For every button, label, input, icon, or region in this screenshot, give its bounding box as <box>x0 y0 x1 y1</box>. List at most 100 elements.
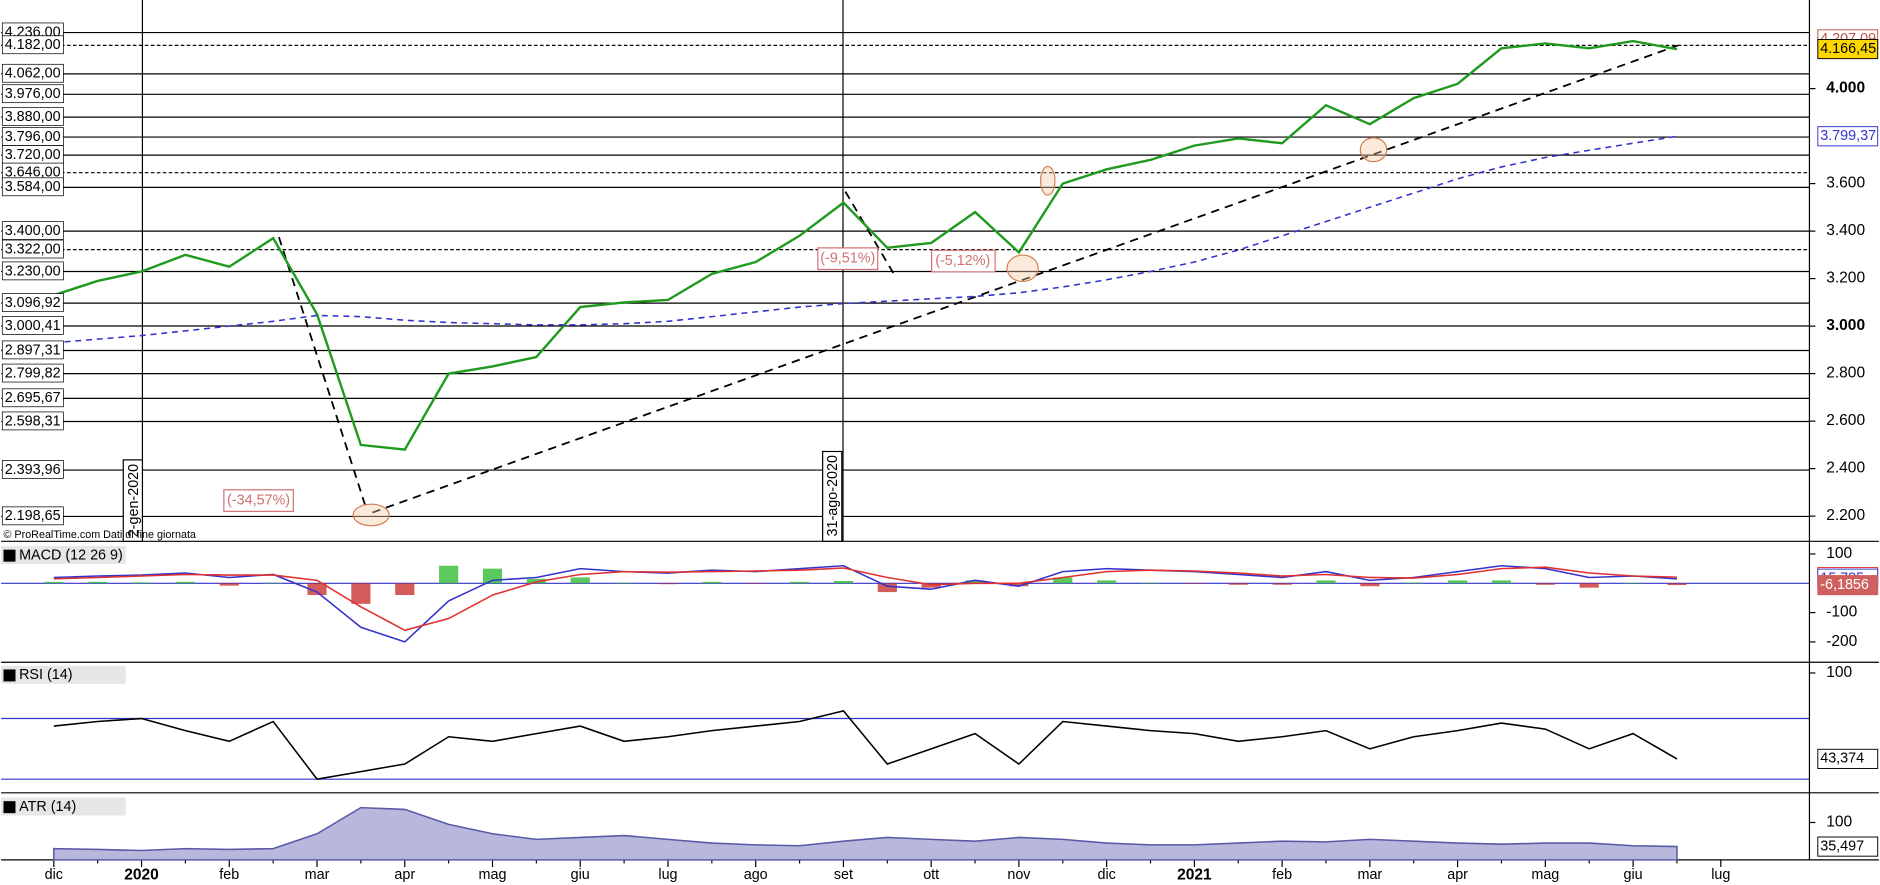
histogram-bar <box>746 583 766 584</box>
annotation-box <box>931 249 996 273</box>
level-label: 2.695,67 <box>5 390 61 406</box>
x-tick-label: mag <box>479 867 507 883</box>
histogram-bar <box>131 582 152 584</box>
highlight <box>1006 254 1039 283</box>
y-tick-label: 4.000 <box>1826 80 1865 97</box>
highlight <box>352 503 390 527</box>
panel-title-swatch <box>3 669 16 682</box>
histogram-bar <box>1009 583 1029 587</box>
y-tick-label: 3.200 <box>1826 270 1865 287</box>
panel-title-box <box>1 665 126 684</box>
histogram-bar <box>1535 583 1555 585</box>
trend-line <box>372 44 1679 514</box>
annotation: (-9,51%) <box>820 250 875 266</box>
level-label: 2.598,31 <box>5 413 61 429</box>
last-value-label: 3.799,37 <box>1820 128 1876 144</box>
histogram-bar <box>614 583 634 584</box>
last-value-box <box>1817 836 1879 857</box>
y-tick-label: 3.600 <box>1826 175 1865 192</box>
annotation: (-5,12%) <box>935 253 990 269</box>
histogram-bar <box>439 565 459 584</box>
level-label-box <box>1 63 64 83</box>
level-label-box <box>1 177 64 197</box>
histogram-bar <box>1579 583 1599 588</box>
histogram-bar <box>1623 583 1643 584</box>
x-tick-label: mag <box>1531 867 1559 883</box>
level-label-box <box>1 239 64 259</box>
highlight <box>1039 165 1056 196</box>
x-tick-label: giu <box>1623 867 1642 883</box>
histogram-bar <box>570 577 590 584</box>
histogram-bar <box>702 581 722 584</box>
x-tick-label: ago <box>744 867 768 883</box>
y-tick-label: 2.800 <box>1826 365 1865 382</box>
x-tick-label: 2020 <box>124 867 159 884</box>
y-tick-label: -200 <box>1826 633 1857 650</box>
y-tick-label: 100 <box>1826 545 1852 562</box>
x-tick-label: 2021 <box>1177 867 1212 884</box>
panel-title: ATR (14) <box>19 799 76 815</box>
level-label: 2.393,96 <box>5 462 61 478</box>
histogram-bar <box>1316 580 1336 584</box>
histogram-bar <box>44 581 64 584</box>
histogram-bar <box>1053 577 1073 584</box>
y-tick-label: 3.000 <box>1826 317 1865 334</box>
level-label: 3.880,00 <box>5 109 61 125</box>
marker-label: 2-gen-2020 <box>126 464 142 537</box>
x-tick-label: apr <box>1447 867 1468 883</box>
series-line <box>53 39 1678 451</box>
y-tick-label: 3.400 <box>1826 222 1865 239</box>
level-label-box <box>1 293 64 312</box>
histogram-bar <box>219 583 239 586</box>
level-label-box <box>1 316 64 335</box>
level-label: 3.720,00 <box>5 147 61 163</box>
y-tick-label: 2.200 <box>1826 507 1865 524</box>
histogram-bar <box>877 583 897 593</box>
last-value-box <box>1817 748 1879 769</box>
x-tick-label: apr <box>394 867 415 883</box>
footer: © ProRealTime.com Dati di fine giornata <box>4 529 196 541</box>
y-tick-label: 100 <box>1826 664 1852 681</box>
level-label-box <box>1 261 64 281</box>
series-line <box>53 566 1678 632</box>
panel-title: RSI (14) <box>19 667 72 683</box>
level-label-box <box>1 35 64 55</box>
level-label-box <box>1 460 64 479</box>
level-label: 4.182,00 <box>5 37 61 53</box>
x-tick-label: nov <box>1007 867 1031 883</box>
histogram-bar <box>833 580 854 584</box>
y-tick-label: -100 <box>1826 604 1857 621</box>
level-label-box <box>1 506 64 526</box>
x-tick-label: mar <box>1357 867 1382 883</box>
level-label-box <box>1 340 64 360</box>
histogram-bar <box>1491 580 1512 584</box>
marker-box <box>122 459 144 542</box>
histogram-bar <box>175 581 195 584</box>
series-line <box>53 135 1678 344</box>
last-value-label: 35,497 <box>1820 838 1864 854</box>
histogram-bar <box>658 583 678 585</box>
last-value-label: -6,1856 <box>1820 577 1869 593</box>
panel-title-box <box>1 546 126 565</box>
histogram-bar <box>1184 583 1204 584</box>
histogram-bar <box>351 583 371 604</box>
level-label: 3.796,00 <box>5 129 61 145</box>
level-label-box <box>1 411 64 431</box>
level-label: 3.000,41 <box>5 318 61 334</box>
marker-box <box>822 450 843 542</box>
level-label-box <box>1 221 64 240</box>
histogram-bar <box>1448 580 1468 584</box>
level-label-box <box>1 363 64 383</box>
annotation: (-34,57%) <box>227 492 290 508</box>
histogram-bar <box>1272 583 1292 585</box>
level-label: 3.096,92 <box>5 295 61 311</box>
level-label: 3.976,00 <box>5 86 61 102</box>
level-label: 3.584,00 <box>5 179 61 195</box>
last-value-box <box>1817 38 1879 60</box>
level-label: 2.799,82 <box>5 365 61 381</box>
histogram-bar <box>1360 583 1380 587</box>
level-label: 4.062,00 <box>5 66 61 82</box>
histogram-bar <box>1667 583 1687 586</box>
